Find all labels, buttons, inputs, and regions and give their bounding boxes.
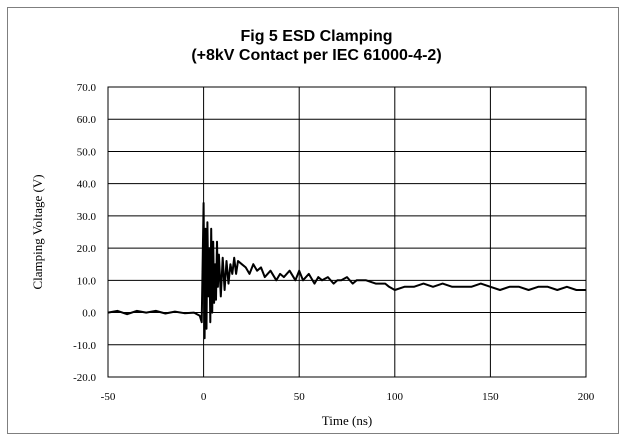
y-tick-label: 30.0 bbox=[77, 211, 97, 223]
y-tick-label: 50.0 bbox=[77, 146, 97, 158]
x-tick-label: 100 bbox=[387, 391, 404, 403]
x-axis-label: Time (ns) bbox=[322, 413, 372, 428]
y-tick-label: 60.0 bbox=[77, 114, 97, 126]
y-tick-label: -20.0 bbox=[73, 372, 96, 384]
chart-subtitle: (+8kV Contact per IEC 61000-4-2) bbox=[191, 47, 442, 64]
chart-title: Fig 5 ESD Clamping bbox=[240, 28, 393, 45]
x-tick-label: -50 bbox=[101, 391, 116, 403]
y-tick-label: -10.0 bbox=[73, 340, 96, 352]
x-tick-label: 150 bbox=[482, 391, 499, 403]
plot-border bbox=[107, 86, 587, 378]
x-tick-label: 200 bbox=[578, 391, 595, 403]
y-tick-label: 70.0 bbox=[77, 82, 97, 94]
grid-layer bbox=[107, 86, 587, 378]
y-tick-labels: 70.0 60.0 50.0 40.0 30.0 20.0 10.0 0.0 -10.0 -20.… bbox=[73, 82, 96, 384]
x-tick-label: 0 bbox=[201, 391, 207, 403]
y-tick-label: 40.0 bbox=[77, 179, 97, 191]
series-line bbox=[107, 202, 586, 340]
y-axis-label: Clamping Voltage (V) bbox=[30, 174, 45, 289]
chart-frame bbox=[7, 7, 619, 434]
y-tick-label: 0.0 bbox=[82, 308, 96, 320]
x-tick-labels: -50 0 50 100 150 200 bbox=[101, 391, 595, 403]
x-tick-label: 50 bbox=[294, 391, 306, 403]
y-tick-label: 20.0 bbox=[77, 243, 97, 255]
y-tick-label: 10.0 bbox=[77, 275, 97, 287]
